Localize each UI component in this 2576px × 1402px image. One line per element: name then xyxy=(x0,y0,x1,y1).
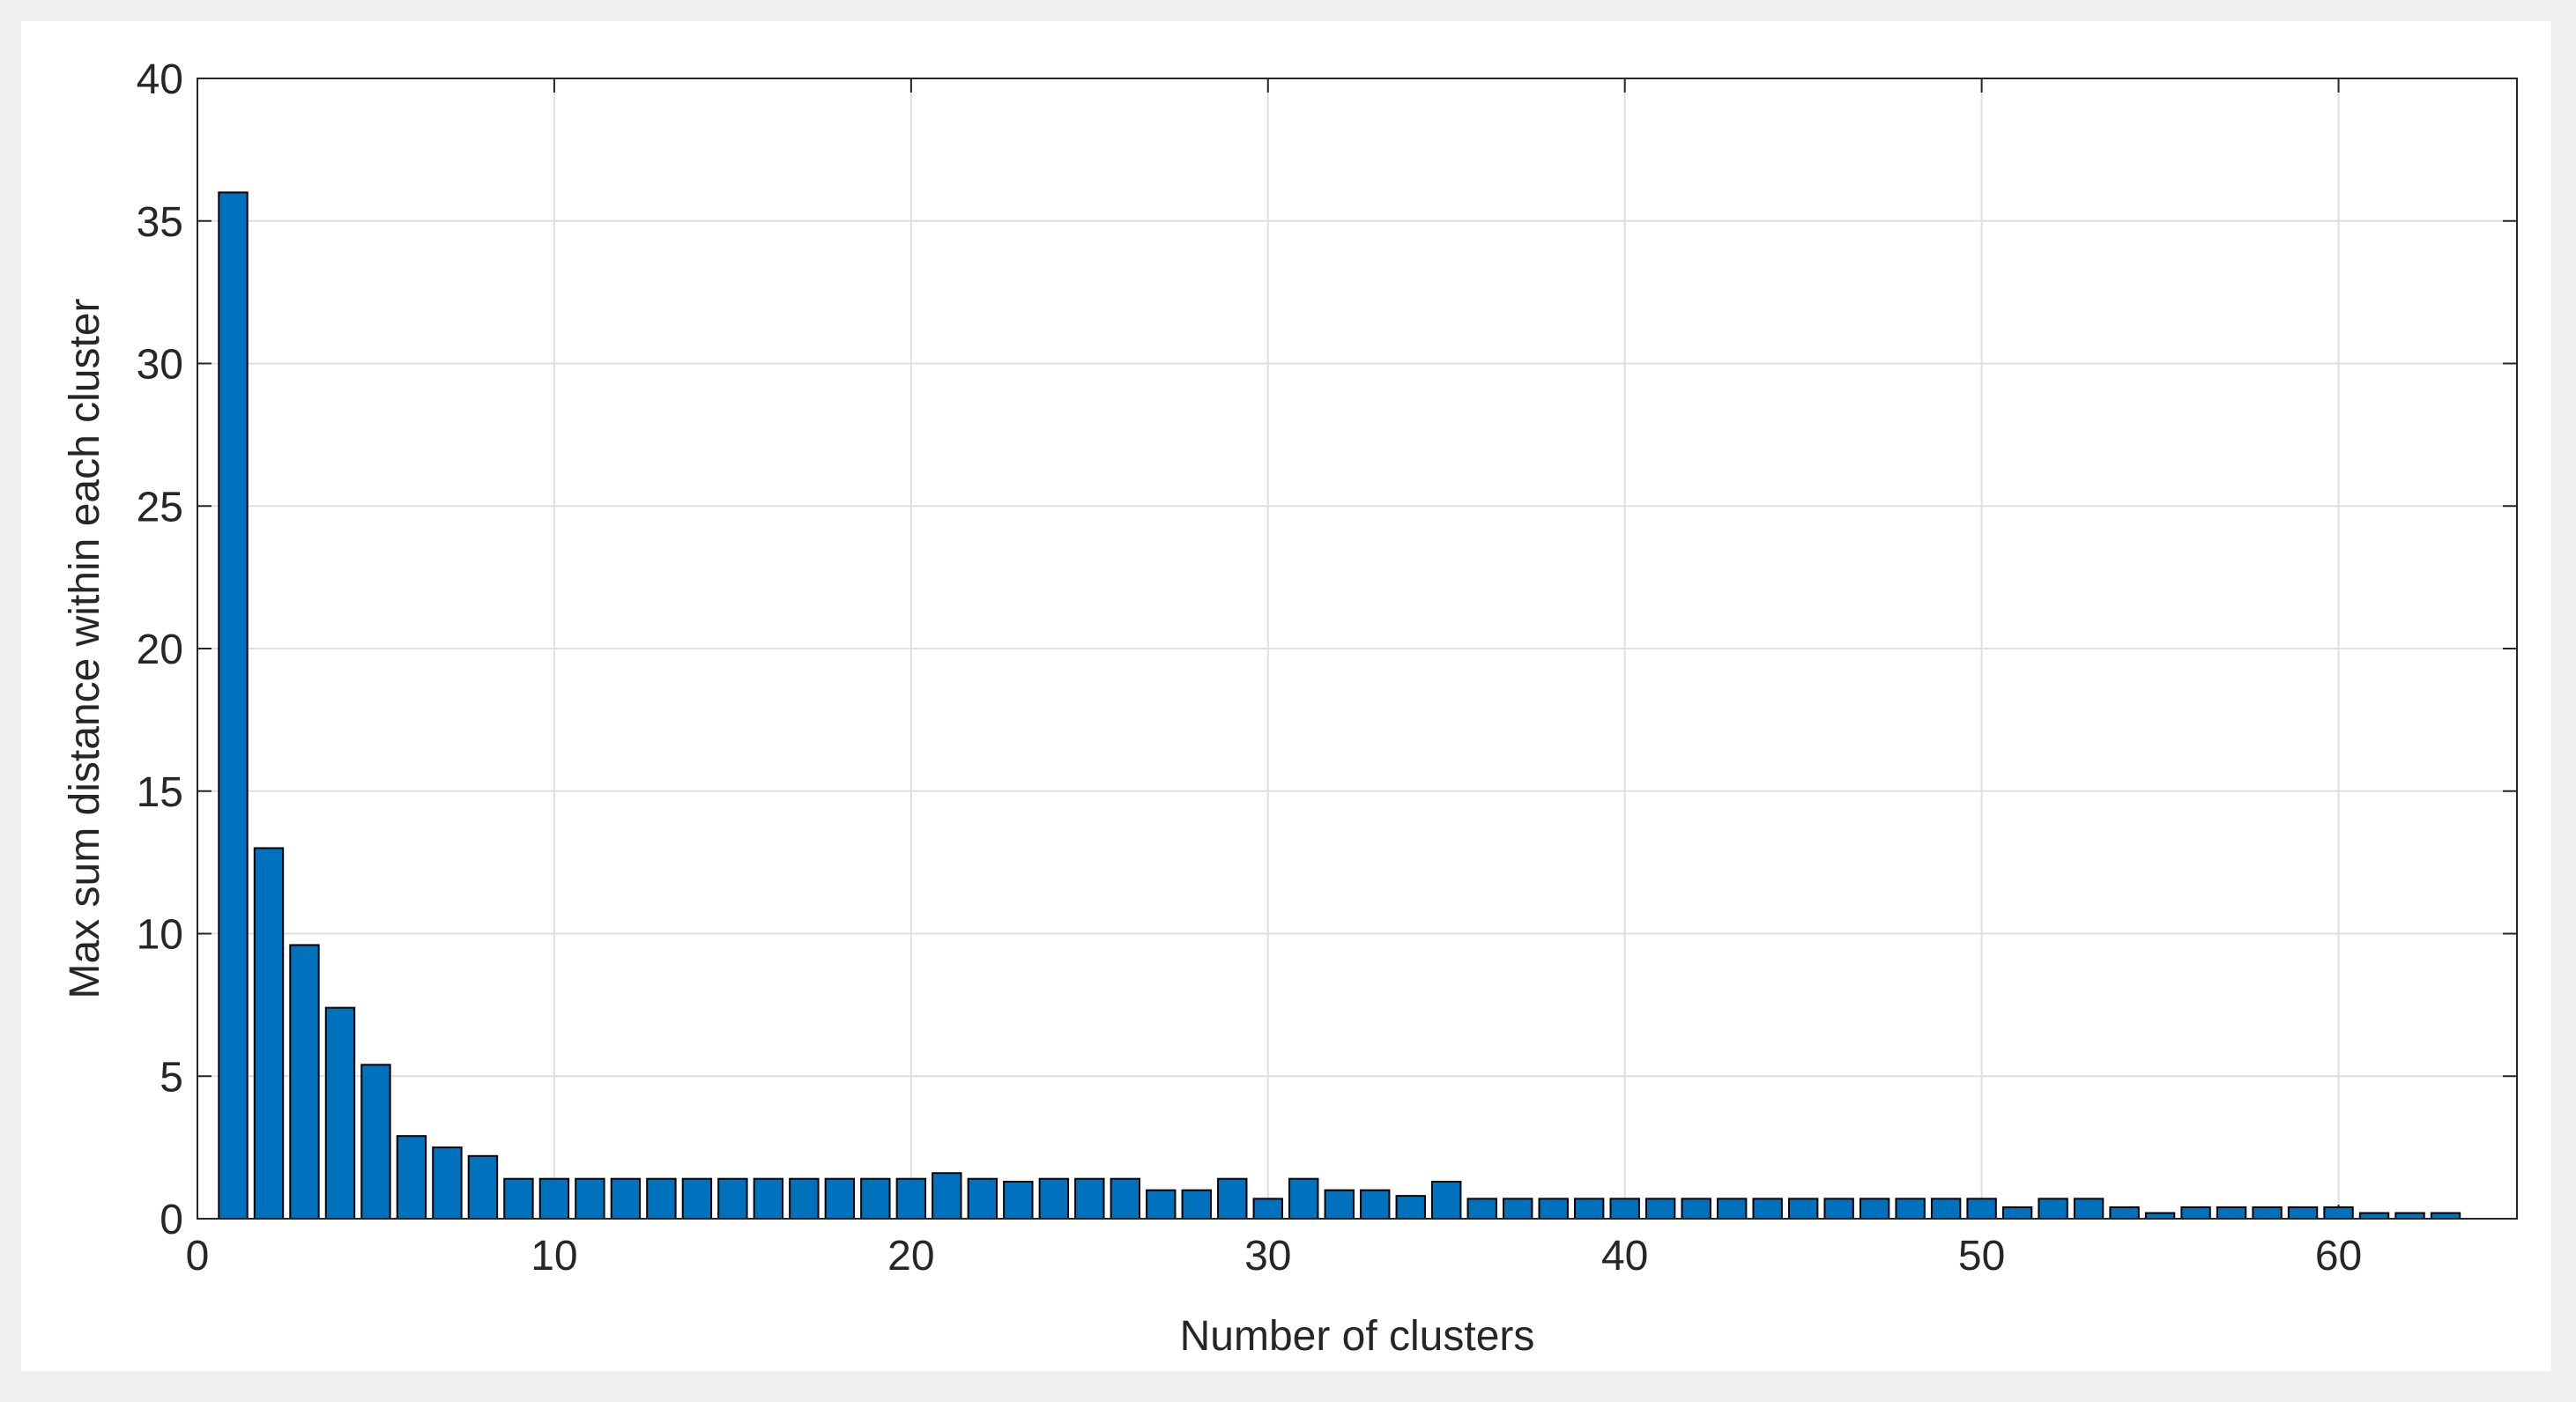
bar xyxy=(1038,1177,1070,1220)
bar xyxy=(895,1177,927,1220)
x-tick-label: 20 xyxy=(887,1233,934,1280)
bar xyxy=(789,1177,820,1220)
y-tick-label: 25 xyxy=(137,484,183,530)
bar xyxy=(503,1177,534,1220)
bar xyxy=(1859,1198,1890,1220)
bar xyxy=(1538,1198,1569,1220)
bar xyxy=(2109,1206,2140,1220)
bar xyxy=(289,944,320,1220)
bar xyxy=(1360,1189,1391,1220)
x-tick-label: 10 xyxy=(531,1233,577,1280)
bar xyxy=(932,1172,962,1220)
bar xyxy=(2001,1206,2033,1220)
bar xyxy=(432,1146,463,1220)
bar xyxy=(575,1177,605,1220)
y-tick-label: 10 xyxy=(137,912,183,959)
bar xyxy=(824,1177,856,1220)
x-tick-label: 60 xyxy=(2315,1233,2362,1280)
y-tick-label: 15 xyxy=(137,769,183,816)
y-tick-label: 0 xyxy=(160,1197,183,1243)
bar xyxy=(1823,1198,1854,1220)
bar xyxy=(1609,1198,1640,1220)
x-axis-label: Number of clusters xyxy=(1180,1313,1535,1360)
bar xyxy=(1644,1198,1676,1220)
bar xyxy=(1895,1198,1926,1220)
bar xyxy=(1431,1180,1462,1220)
bar xyxy=(253,847,285,1220)
bar xyxy=(1466,1198,1497,1220)
bar xyxy=(1681,1198,1711,1220)
bar xyxy=(1324,1189,1355,1220)
bar xyxy=(1503,1198,1533,1220)
bar xyxy=(1003,1180,1034,1220)
x-tick-label: 50 xyxy=(1958,1233,2005,1280)
y-tick-label: 20 xyxy=(137,627,183,673)
bar xyxy=(2216,1206,2247,1220)
bar xyxy=(1716,1198,1748,1220)
bar xyxy=(681,1177,713,1220)
bar xyxy=(2073,1198,2105,1220)
bar xyxy=(1110,1177,1140,1220)
x-tick-label: 0 xyxy=(186,1233,210,1280)
bar xyxy=(2287,1206,2319,1220)
bar xyxy=(1395,1195,1426,1220)
plot-frame xyxy=(197,78,2518,1220)
y-tick-label: 5 xyxy=(160,1054,183,1101)
bar xyxy=(717,1177,748,1220)
bar xyxy=(1966,1198,1997,1220)
bar xyxy=(360,1064,391,1220)
y-tick-label: 30 xyxy=(137,342,183,389)
y-axis-label: Max sum distance within each cluster xyxy=(62,298,108,998)
bar xyxy=(2180,1206,2211,1220)
bar xyxy=(2038,1198,2068,1220)
bar xyxy=(753,1177,784,1220)
y-tick-label: 40 xyxy=(137,56,183,103)
bar xyxy=(1930,1198,1962,1220)
bar xyxy=(2323,1206,2354,1220)
bar xyxy=(1574,1198,1605,1220)
bar xyxy=(1288,1177,1319,1220)
bar xyxy=(467,1154,499,1220)
bar xyxy=(646,1177,677,1220)
bar xyxy=(538,1177,570,1220)
y-tick-label: 35 xyxy=(137,199,183,246)
bar xyxy=(1181,1189,1212,1220)
bar xyxy=(610,1177,642,1220)
x-tick-label: 30 xyxy=(1244,1233,1291,1280)
bar xyxy=(218,191,249,1220)
bar xyxy=(2252,1206,2283,1220)
x-tick-label: 40 xyxy=(1601,1233,1648,1280)
bar xyxy=(1074,1177,1105,1220)
bar xyxy=(1252,1198,1283,1220)
bar xyxy=(1146,1189,1177,1220)
bar xyxy=(1752,1198,1783,1220)
figure-panel xyxy=(21,21,2551,1371)
bar xyxy=(967,1177,998,1220)
bar xyxy=(1787,1198,1819,1220)
bar xyxy=(396,1135,427,1220)
bar xyxy=(860,1177,891,1220)
bar xyxy=(1217,1177,1248,1220)
bar xyxy=(324,1006,356,1220)
